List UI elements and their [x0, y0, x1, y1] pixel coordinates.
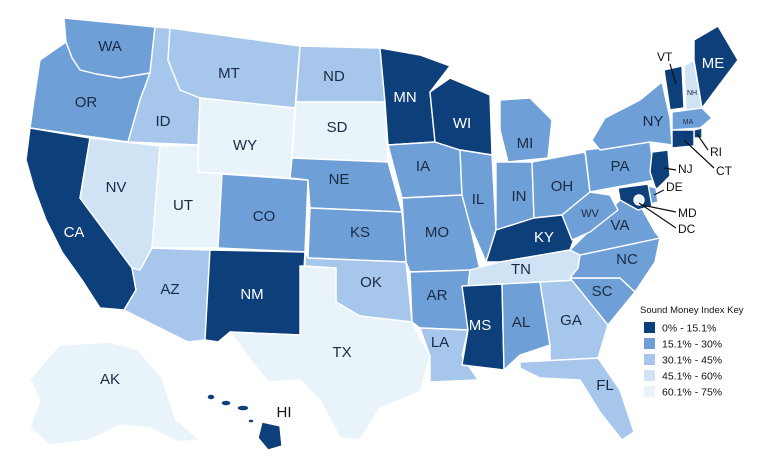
label-ct: CT [716, 164, 733, 178]
label-sd: SD [327, 119, 348, 136]
label-il: IL [472, 191, 485, 208]
label-ri: RI [710, 145, 722, 159]
state-ma[interactable] [671, 107, 713, 131]
label-ks: KS [350, 224, 370, 241]
legend-label: 60.1% - 75% [662, 387, 722, 399]
state-hi[interactable] [206, 393, 283, 451]
legend: Sound Money Index Key 0% - 15.1% 15.1% - … [640, 305, 744, 399]
label-nd: ND [323, 68, 345, 85]
label-in: IN [512, 188, 527, 205]
legend-label: 45.1% - 60% [662, 371, 722, 383]
label-ut: UT [173, 197, 193, 214]
state-vt[interactable] [663, 65, 685, 111]
legend-swatch [644, 322, 655, 333]
state-dc[interactable] [633, 194, 645, 206]
legend-label: 15.1% - 30% [662, 339, 722, 351]
label-mt: MT [218, 65, 240, 82]
label-al: AL [512, 314, 530, 331]
state-ct[interactable] [671, 129, 695, 149]
label-ky: KY [534, 229, 554, 246]
label-va: VA [611, 217, 630, 234]
label-ar: AR [427, 287, 448, 304]
legend-swatch [644, 370, 655, 381]
legend-swatch [644, 386, 655, 397]
label-nv: NV [106, 179, 127, 196]
legend-label: 0% - 15.1% [662, 323, 716, 335]
label-mn: MN [393, 89, 416, 106]
legend-title: Sound Money Index Key [640, 305, 744, 316]
label-hi: HI [277, 404, 292, 421]
label-ms: MS [469, 317, 492, 334]
label-md: MD [678, 206, 697, 220]
label-tx: TX [332, 344, 351, 361]
label-mi: MI [517, 135, 534, 152]
label-vt: VT [657, 50, 673, 64]
label-oh: OH [551, 178, 574, 195]
label-pa: PA [611, 158, 630, 175]
label-ca: CA [64, 224, 85, 241]
legend-swatch [644, 338, 655, 349]
state-me[interactable] [693, 25, 739, 109]
legend-swatch [644, 354, 655, 365]
state-al[interactable] [501, 281, 551, 371]
label-ne: NE [329, 171, 350, 188]
state-or[interactable] [29, 41, 151, 143]
state-ak[interactable] [29, 341, 201, 446]
label-wa: WA [98, 38, 122, 55]
label-fl: FL [596, 377, 614, 394]
label-tn: TN [511, 261, 531, 278]
state-mi[interactable] [499, 97, 553, 163]
label-ia: IA [416, 158, 430, 175]
label-nc: NC [616, 251, 638, 268]
legend-label: 30.1% - 45% [662, 355, 722, 367]
label-wy: WY [233, 137, 257, 154]
label-nh: NH [687, 90, 697, 97]
label-nj: NJ [678, 162, 693, 176]
label-co: CO [253, 208, 276, 225]
label-ny: NY [643, 113, 664, 130]
state-fl[interactable] [519, 357, 635, 441]
label-dc: DC [678, 222, 696, 236]
label-wv: WV [581, 208, 599, 220]
label-or: OR [75, 94, 98, 111]
label-mo: MO [425, 224, 449, 241]
leader-lines [638, 63, 715, 229]
state-nc[interactable] [569, 237, 661, 293]
label-az: AZ [160, 281, 179, 298]
label-ok: OK [360, 274, 382, 291]
label-la: LA [431, 334, 449, 351]
label-id: ID [156, 113, 171, 130]
state-ms[interactable] [461, 283, 505, 371]
label-ma: MA [683, 119, 694, 126]
state-tx[interactable] [229, 265, 431, 441]
label-ak: AK [100, 371, 120, 388]
label-me: ME [702, 55, 725, 72]
label-sc: SC [592, 283, 613, 300]
label-nm: NM [240, 286, 263, 303]
label-ga: GA [560, 312, 582, 329]
label-wi: WI [453, 115, 471, 132]
state-ny[interactable] [591, 81, 673, 151]
state-nj[interactable] [649, 149, 671, 191]
label-de: DE [666, 180, 683, 194]
